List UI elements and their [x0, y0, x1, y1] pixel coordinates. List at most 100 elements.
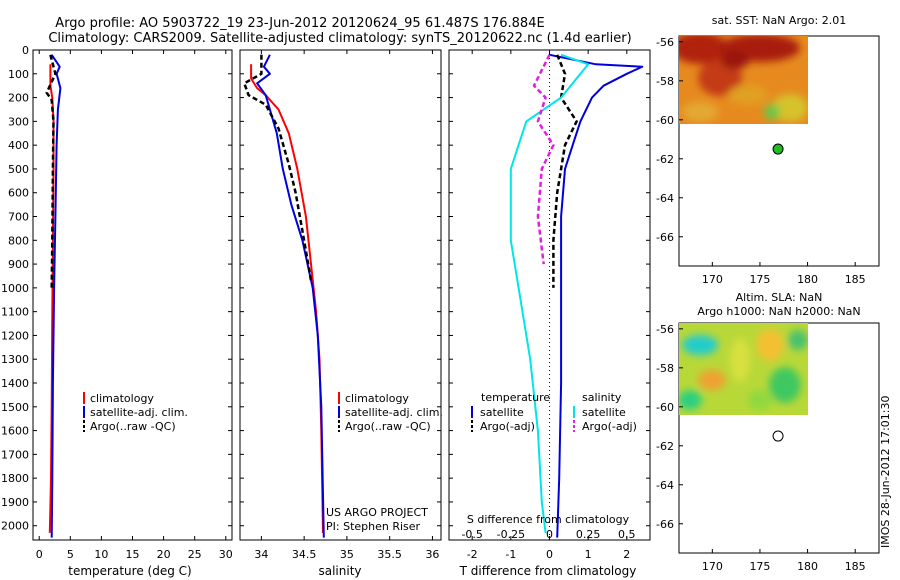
salinity-plot: 34 34.5 35 35.5 36 — [240, 49, 441, 561]
s-diff-tick-label: 0.25 — [576, 528, 601, 541]
map-y-tick-label: -62 — [656, 153, 674, 166]
depth-tick-label: 1900 — [1, 496, 29, 509]
map-y-tick-label: -58 — [656, 75, 674, 88]
sla-map-tick-labels: 170 175 180 185 -56 -58 -60 -62 -64 -66 — [656, 323, 866, 573]
map-x-tick-label: 180 — [797, 560, 818, 573]
x-tick-label: 1 — [585, 548, 592, 561]
legend-label: Argo(..raw -QC) — [345, 420, 431, 433]
x-tick-label: 25 — [188, 548, 202, 561]
map-y-tick-label: -66 — [656, 231, 674, 244]
salinity-axes — [239, 49, 442, 541]
series-line-argo — [243, 54, 313, 281]
temperature-axes — [32, 49, 233, 541]
difference-top-label: S difference from climatology — [467, 513, 630, 526]
legend-label: Argo(-adj) — [480, 420, 535, 433]
difference-xlabel: T difference from climatology — [459, 564, 637, 578]
legend-label: satellite-adj. clim. — [90, 406, 188, 419]
map-y-tick-label: -56 — [656, 323, 674, 336]
depth-tick-label: 1000 — [1, 282, 29, 295]
x-tick-label: -1 — [505, 548, 516, 561]
x-tick-label: 35 — [340, 548, 354, 561]
map-x-tick-label: 180 — [797, 273, 818, 286]
sla-map-title-1: Altim. SLA: NaN — [736, 291, 823, 304]
depth-tick-label: 2000 — [1, 520, 29, 533]
depth-tick-label: 1500 — [1, 401, 29, 414]
x-tick-label: 10 — [94, 548, 108, 561]
x-tick-label: 35.5 — [377, 548, 402, 561]
depth-tick-label: 1700 — [1, 448, 29, 461]
legend-label: satellite — [582, 406, 626, 419]
depth-tick-labels: 0 100 200 300 400 500 600 700 800 900 1000 1100 1200… — [1, 44, 29, 533]
depth-tick-label: 800 — [8, 234, 29, 247]
s-diff-tick-label: -0.5 — [461, 528, 482, 541]
sla-field — [679, 323, 808, 415]
depth-tick-label: 1800 — [1, 472, 29, 485]
timestamp-label: IMOS 28-Jun-2012 17:01:30 — [879, 395, 892, 548]
x-tick-label: 20 — [157, 548, 171, 561]
legend-label: climatology — [90, 392, 154, 405]
sla-map-title-2: Argo h1000: NaN h2000: NaN — [697, 305, 860, 318]
legend-label: satellite — [480, 406, 524, 419]
depth-tick-label: 600 — [8, 187, 29, 200]
x-tick-label: -2 — [467, 548, 478, 561]
salinity-legend: climatology satellite-adj. clim. Argo(..… — [338, 392, 443, 433]
series-line-sat — [549, 53, 644, 538]
map-y-tick-label: -66 — [656, 518, 674, 531]
x-tick-label: 0 — [546, 548, 553, 561]
depth-tick-label: 1600 — [1, 425, 29, 438]
depth-tick-label: 300 — [8, 115, 29, 128]
map-y-tick-label: -58 — [656, 362, 674, 375]
series-line-argo — [45, 54, 57, 288]
map-x-tick-label: 170 — [702, 560, 723, 573]
map-x-tick-label: 185 — [845, 273, 866, 286]
legend-label: satellite-adj. clim. — [345, 406, 443, 419]
legend-label: climatology — [345, 392, 409, 405]
series-line-sat — [50, 54, 62, 538]
depth-tick-label: 400 — [8, 139, 29, 152]
map-y-tick-label: -60 — [656, 114, 674, 127]
sst-field — [679, 36, 808, 124]
argo-position-marker — [772, 143, 784, 155]
argo-position-marker — [772, 430, 784, 442]
header-line-1: Argo profile: AO 5903722_19 23-Jun-2012 … — [55, 16, 544, 31]
x-tick-label: 36 — [425, 548, 439, 561]
depth-tick-label: 100 — [8, 68, 29, 81]
depth-tick-label: 1200 — [1, 329, 29, 342]
difference-legend: temperature salinity satellite Argo(-adj… — [471, 391, 637, 433]
map-x-tick-label: 175 — [749, 560, 770, 573]
depth-tick-label: 0 — [22, 44, 29, 57]
temperature-plot: 0 5 10 15 20 25 30 — [33, 49, 233, 561]
temperature-legend: climatology satellite-adj. clim. Argo(..… — [83, 392, 188, 433]
depth-tick-label: 1400 — [1, 377, 29, 390]
s-diff-tick-label: 0.5 — [618, 528, 636, 541]
project-label: US ARGO PROJECT — [326, 506, 428, 519]
map-y-tick-label: -64 — [656, 479, 674, 492]
x-tick-label: 0 — [36, 548, 43, 561]
depth-tick-label: 700 — [8, 211, 29, 224]
depth-tick-label: 500 — [8, 163, 29, 176]
depth-tick-label: 200 — [8, 92, 29, 105]
pi-label: PI: Stephen Riser — [326, 520, 421, 533]
depth-tick-label: 900 — [8, 258, 29, 271]
header-line-2: Climatology: CARS2009. Satellite-adjuste… — [48, 31, 631, 46]
series-line-sat — [256, 54, 325, 538]
x-tick-label: 15 — [126, 548, 140, 561]
depth-tick-label: 1300 — [1, 353, 29, 366]
series-line-magenta — [532, 54, 555, 265]
map-y-tick-label: -62 — [656, 440, 674, 453]
salinity-xlabel: salinity — [318, 564, 361, 578]
map-x-tick-label: 170 — [702, 273, 723, 286]
map-x-tick-label: 185 — [845, 560, 866, 573]
x-tick-label: 30 — [219, 548, 233, 561]
map-y-tick-label: -64 — [656, 192, 674, 205]
temperature-xlabel: temperature (deg C) — [68, 564, 191, 578]
depth-tick-label: 1100 — [1, 306, 29, 319]
sst-map-title: sat. SST: NaN Argo: 2.01 — [712, 14, 846, 27]
series-line-argo — [552, 54, 578, 288]
map-y-tick-label: -60 — [656, 401, 674, 414]
sst-map-tick-labels: 170 175 180 185 -56 -58 -60 -62 -64 -66 — [656, 36, 866, 286]
legend-label: Argo(..raw -QC) — [90, 420, 176, 433]
s-diff-tick-label: -0.25 — [497, 528, 525, 541]
